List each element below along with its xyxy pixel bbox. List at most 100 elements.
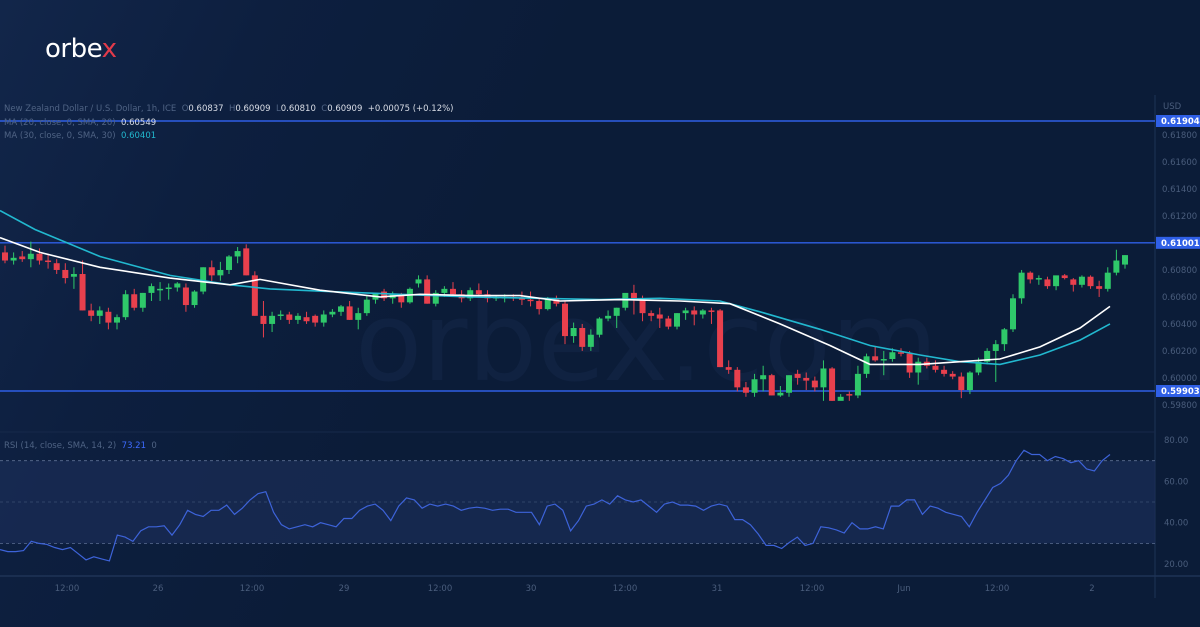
candle-body[interactable]	[1113, 260, 1120, 273]
candle-body[interactable]	[19, 256, 26, 260]
candle-body[interactable]	[1078, 276, 1085, 285]
candle-body[interactable]	[122, 294, 129, 318]
candle-body[interactable]	[1053, 275, 1060, 287]
candle-body[interactable]	[562, 303, 568, 337]
candle-body[interactable]	[114, 317, 120, 323]
candle-body[interactable]	[1096, 286, 1103, 289]
candle-body[interactable]	[777, 392, 784, 396]
candle-body[interactable]	[200, 267, 207, 292]
candle-body[interactable]	[303, 317, 310, 322]
candle-body[interactable]	[837, 396, 844, 401]
candle-body[interactable]	[1044, 279, 1051, 287]
candle-body[interactable]	[665, 318, 672, 327]
candle-body[interactable]	[251, 275, 258, 316]
candle-body[interactable]	[889, 352, 896, 360]
candle-body[interactable]	[656, 314, 663, 319]
candle-body[interactable]	[906, 353, 913, 373]
candle-body[interactable]	[544, 298, 551, 310]
candle-body[interactable]	[432, 292, 439, 304]
candle-body[interactable]	[1035, 278, 1042, 280]
candle-body[interactable]	[984, 350, 991, 362]
candle-body[interactable]	[975, 361, 982, 373]
candle-body[interactable]	[863, 356, 870, 374]
candle-body[interactable]	[286, 314, 293, 320]
candle-body[interactable]	[915, 361, 922, 373]
candle-body[interactable]	[363, 299, 370, 314]
candle-body[interactable]	[1001, 329, 1008, 345]
price-tag[interactable]	[1156, 236, 1200, 249]
candle-body[interactable]	[234, 251, 241, 257]
candle-body[interactable]	[682, 310, 689, 314]
candle-body[interactable]	[441, 288, 448, 293]
candle-body[interactable]	[966, 372, 973, 391]
candle-body[interactable]	[872, 356, 879, 361]
candle-body[interactable]	[820, 368, 827, 388]
candle-body[interactable]	[208, 267, 215, 276]
ma30-legend[interactable]: MA (30, close, 0, SMA, 30) 0.60401	[4, 131, 156, 141]
candle-body[interactable]	[475, 290, 482, 295]
candle-body[interactable]	[854, 373, 861, 396]
candle-body[interactable]	[536, 300, 543, 310]
candle-body[interactable]	[518, 298, 525, 300]
candle-body[interactable]	[613, 307, 620, 316]
candle-body[interactable]	[269, 315, 276, 324]
candle-body[interactable]	[1027, 272, 1034, 280]
candle-body[interactable]	[725, 367, 732, 370]
price-tag[interactable]	[1156, 115, 1200, 127]
ma20-legend[interactable]: MA (20, close, 0, SMA, 20) 0.60549	[4, 118, 156, 128]
candle-body[interactable]	[381, 291, 388, 299]
candle-body[interactable]	[1070, 279, 1077, 285]
candle-body[interactable]	[450, 288, 456, 295]
candle-body[interactable]	[45, 260, 52, 263]
candle-body[interactable]	[941, 369, 948, 374]
candle-body[interactable]	[355, 313, 362, 320]
candle-body[interactable]	[243, 248, 250, 276]
candle-body[interactable]	[846, 394, 853, 396]
candle-body[interactable]	[157, 288, 164, 291]
candle-body[interactable]	[27, 253, 34, 260]
candle-body[interactable]	[674, 313, 680, 327]
candle-body[interactable]	[734, 369, 741, 388]
candle-body[interactable]	[786, 375, 792, 393]
candle-body[interactable]	[880, 359, 887, 361]
candle-body[interactable]	[648, 313, 655, 316]
candle-body[interactable]	[829, 368, 836, 401]
candle-body[interactable]	[949, 373, 956, 377]
candle-body[interactable]	[932, 365, 939, 370]
candle-body[interactable]	[182, 287, 189, 306]
candle-body[interactable]	[1087, 276, 1094, 287]
candle-body[interactable]	[605, 315, 612, 319]
candle-body[interactable]	[53, 263, 60, 270]
candle-body[interactable]	[579, 327, 586, 347]
candle-body[interactable]	[191, 291, 198, 306]
candle-body[interactable]	[36, 253, 43, 261]
candle-body[interactable]	[70, 274, 77, 277]
candle-body[interactable]	[527, 299, 534, 302]
price-tag[interactable]	[1156, 384, 1200, 397]
candle-body[interactable]	[338, 306, 344, 312]
candle-body[interactable]	[2, 252, 8, 261]
candle-body[interactable]	[587, 334, 594, 347]
candle-body[interactable]	[760, 375, 767, 380]
candle-body[interactable]	[1010, 298, 1016, 330]
candle-body[interactable]	[699, 310, 706, 315]
candle-body[interactable]	[174, 283, 181, 288]
candle-body[interactable]	[570, 327, 577, 337]
candle-body[interactable]	[62, 269, 69, 279]
candle-body[interactable]	[329, 311, 336, 315]
candle-body[interactable]	[691, 310, 698, 315]
candle-body[interactable]	[958, 376, 965, 391]
candle-body[interactable]	[88, 310, 95, 316]
candle-body[interactable]	[803, 377, 810, 381]
candle-body[interactable]	[717, 310, 724, 368]
rsi-legend[interactable]: RSI (14, close, SMA, 14, 2) 73.21 0	[4, 441, 157, 451]
candle-body[interactable]	[424, 279, 431, 304]
candle-body[interactable]	[811, 380, 818, 388]
candle-body[interactable]	[148, 286, 155, 293]
candle-body[interactable]	[742, 387, 749, 393]
candle-body[interactable]	[165, 287, 172, 290]
candle-body[interactable]	[1018, 272, 1025, 299]
candle-body[interactable]	[226, 256, 232, 270]
candle-body[interactable]	[294, 315, 301, 320]
